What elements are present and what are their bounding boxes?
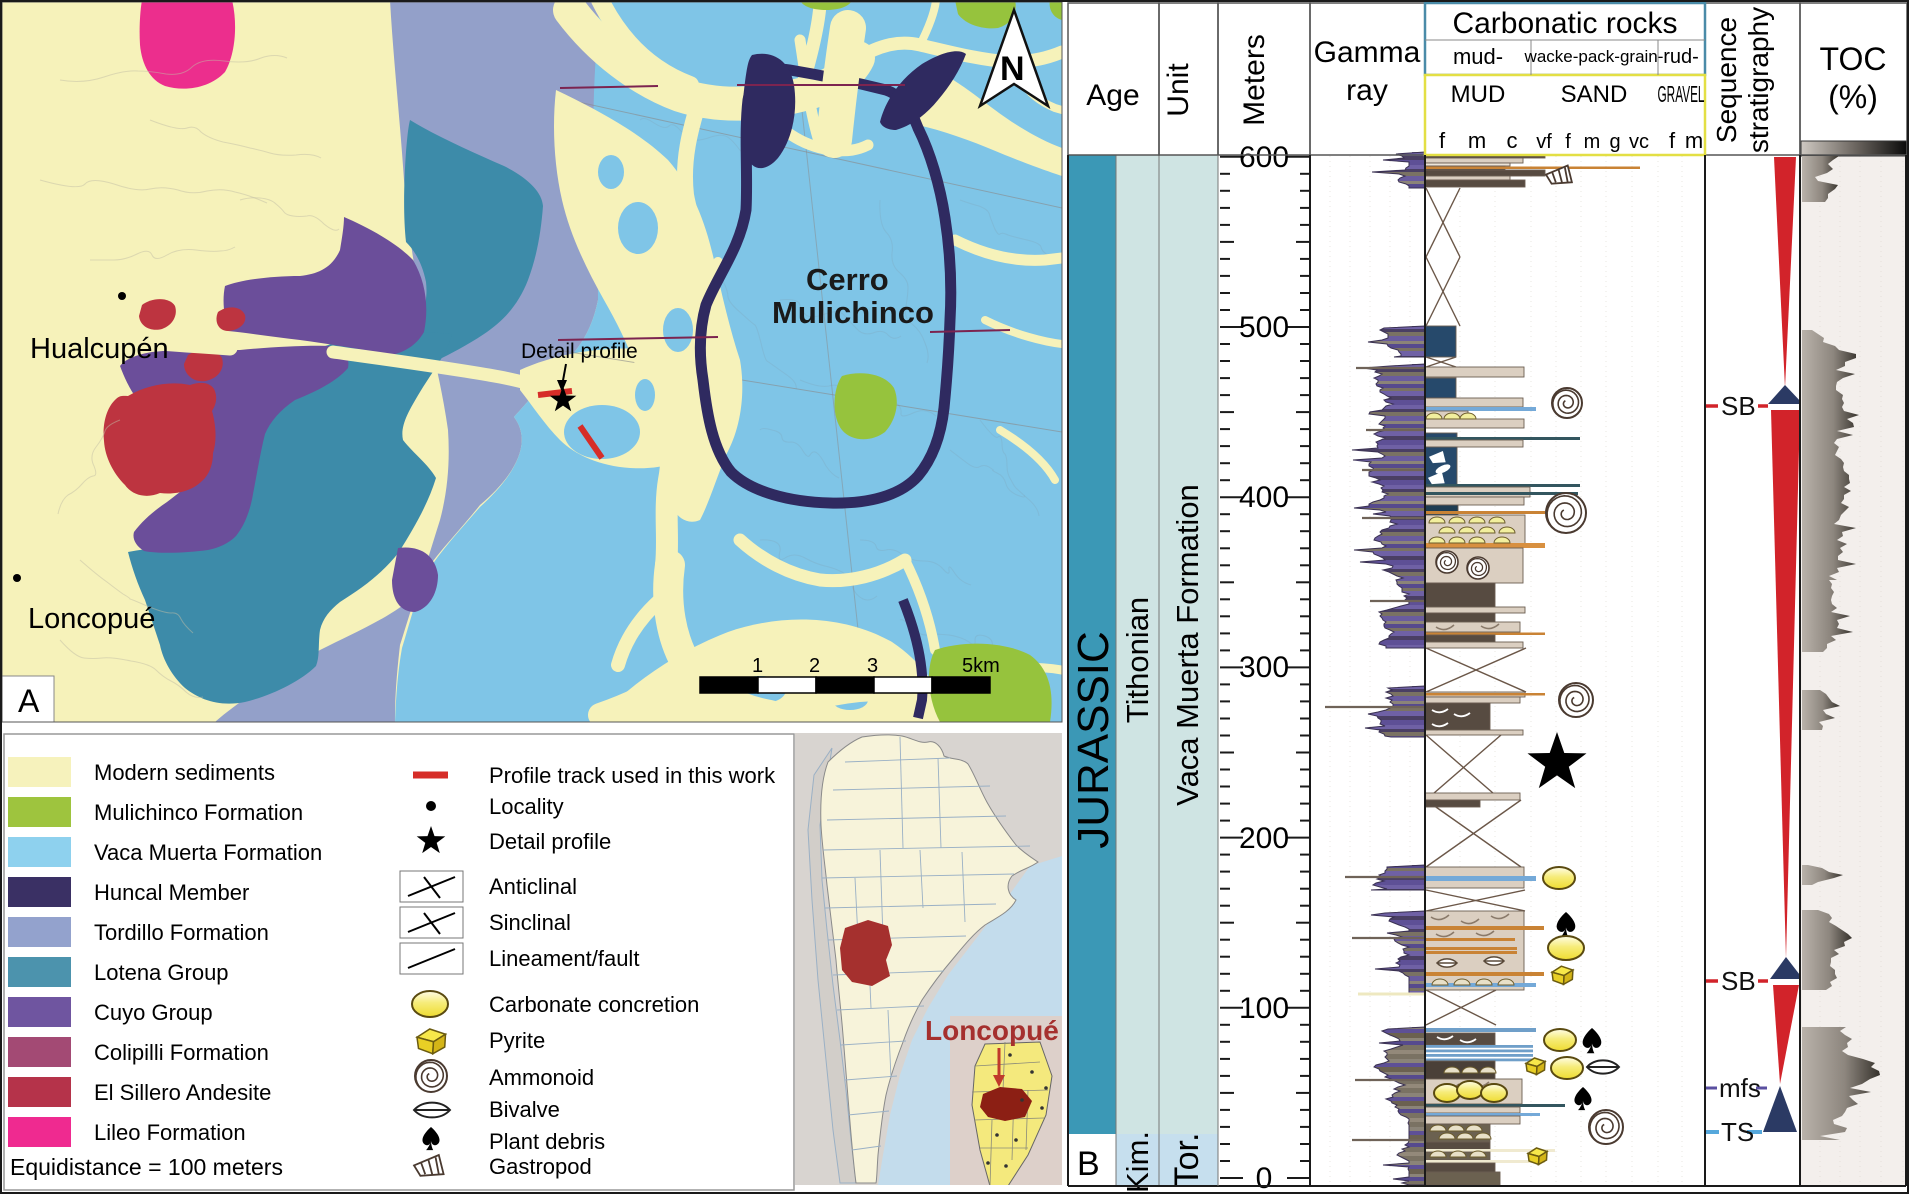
svg-text:200: 200 — [1239, 822, 1289, 855]
svg-text:Meters: Meters — [1238, 34, 1271, 126]
svg-text:El Sillero Andesite: El Sillero Andesite — [94, 1080, 271, 1105]
svg-text:(%): (%) — [1828, 79, 1878, 115]
svg-text:MUD: MUD — [1451, 81, 1506, 108]
svg-text:SB: SB — [1721, 966, 1756, 996]
svg-text:Tordillo Formation: Tordillo Formation — [94, 920, 269, 945]
svg-text:Lotena Group: Lotena Group — [94, 960, 229, 985]
svg-text:100: 100 — [1239, 992, 1289, 1025]
svg-text:Gamma: Gamma — [1314, 36, 1421, 69]
svg-text:f: f — [1439, 128, 1446, 153]
svg-text:Cerro: Cerro — [806, 262, 889, 297]
svg-text:c: c — [1507, 128, 1518, 153]
svg-text:Lileo Formation: Lileo Formation — [94, 1120, 246, 1145]
svg-text:Mulichinco Formation: Mulichinco Formation — [94, 800, 303, 825]
svg-text:TOC: TOC — [1820, 41, 1887, 77]
svg-text:Sinclinal: Sinclinal — [489, 910, 571, 935]
svg-text:vf: vf — [1536, 131, 1552, 153]
svg-text:A: A — [18, 683, 40, 719]
svg-text:f: f — [1565, 131, 1571, 153]
svg-text:Cuyo Group: Cuyo Group — [94, 1000, 213, 1025]
svg-text:Anticlinal: Anticlinal — [489, 874, 577, 899]
svg-text:2: 2 — [809, 655, 820, 677]
svg-text:5km: 5km — [962, 655, 1000, 677]
svg-text:m: m — [1584, 131, 1601, 153]
svg-text:Pyrite: Pyrite — [489, 1028, 545, 1053]
svg-text:vc: vc — [1629, 131, 1649, 153]
svg-text:Profile track used in this wor: Profile track used in this work — [489, 763, 776, 788]
svg-text:600: 600 — [1239, 141, 1289, 174]
svg-text:Mulichinco: Mulichinco — [772, 295, 934, 330]
svg-text:wacke-pack-grain-: wacke-pack-grain- — [1524, 47, 1664, 66]
svg-text:500: 500 — [1239, 311, 1289, 344]
svg-text:Kim.: Kim. — [1120, 1131, 1155, 1193]
svg-text:Ammonoid: Ammonoid — [489, 1065, 594, 1090]
svg-text:GRAVEL: GRAVEL — [1658, 81, 1705, 107]
svg-text:Locality: Locality — [489, 794, 564, 819]
svg-text:Bivalve: Bivalve — [489, 1097, 560, 1122]
svg-text:Sequence: Sequence — [1711, 17, 1742, 143]
svg-text:TS: TS — [1721, 1117, 1754, 1147]
svg-text:300: 300 — [1239, 651, 1289, 684]
svg-text:Colipilli Formation: Colipilli Formation — [94, 1040, 269, 1065]
svg-text:Hualcupén: Hualcupén — [30, 333, 169, 365]
svg-text:g: g — [1609, 131, 1620, 153]
svg-text:Plant debris: Plant debris — [489, 1129, 605, 1154]
svg-text:m: m — [1685, 128, 1703, 153]
svg-text:Detail profile: Detail profile — [521, 340, 638, 363]
svg-text:Carbonate concretion: Carbonate concretion — [489, 992, 699, 1017]
svg-text:SAND: SAND — [1561, 81, 1628, 108]
svg-text:400: 400 — [1239, 481, 1289, 514]
svg-text:SB: SB — [1721, 391, 1756, 421]
svg-text:Loncopué: Loncopué — [925, 1015, 1059, 1046]
svg-text:Unit: Unit — [1162, 63, 1195, 117]
svg-text:N: N — [1000, 50, 1025, 88]
svg-text:rud-: rud- — [1663, 46, 1699, 68]
svg-text:Age: Age — [1086, 79, 1139, 112]
svg-text:Equidistance = 100 meters: Equidistance = 100 meters — [10, 1154, 283, 1180]
svg-text:Loncopué: Loncopué — [28, 603, 155, 635]
svg-text:Lineament/fault: Lineament/fault — [489, 946, 639, 971]
svg-text:Gastropod: Gastropod — [489, 1154, 592, 1179]
svg-text:Tithonian: Tithonian — [1120, 597, 1155, 723]
svg-text:f: f — [1669, 128, 1676, 153]
svg-text:m: m — [1468, 128, 1486, 153]
svg-text:1: 1 — [752, 655, 763, 677]
svg-text:B: B — [1077, 1145, 1100, 1183]
svg-text:3: 3 — [867, 655, 878, 677]
svg-text:mfs: mfs — [1719, 1073, 1761, 1103]
svg-text:Detail profile: Detail profile — [489, 829, 611, 854]
svg-text:ray: ray — [1346, 74, 1388, 107]
svg-text:JURASSIC: JURASSIC — [1069, 631, 1118, 849]
svg-text:Modern sediments: Modern sediments — [94, 760, 275, 785]
svg-text:Huncal Member: Huncal Member — [94, 880, 249, 905]
svg-text:Vaca Muerta Formation: Vaca Muerta Formation — [1170, 484, 1205, 806]
svg-text:Tor.: Tor. — [1168, 1133, 1206, 1188]
svg-text:Carbonatic rocks: Carbonatic rocks — [1452, 7, 1677, 40]
svg-text:stratigraphy: stratigraphy — [1743, 7, 1774, 153]
svg-text:0: 0 — [1256, 1162, 1273, 1194]
svg-text:Vaca Muerta Formation: Vaca Muerta Formation — [94, 840, 322, 865]
svg-text:mud-: mud- — [1453, 44, 1503, 69]
